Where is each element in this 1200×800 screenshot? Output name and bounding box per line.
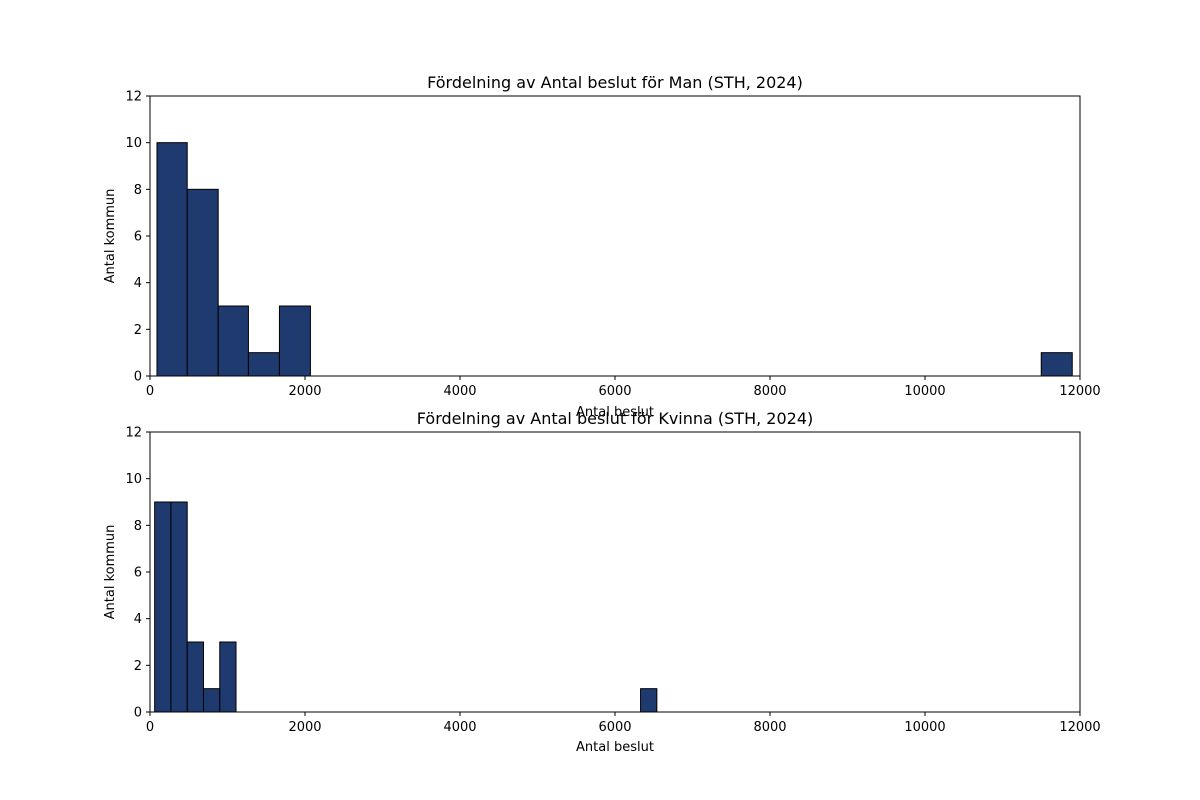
chart-title: Fördelning av Antal beslut för Kvinna (S… [417, 409, 813, 428]
y-tick-label: 6 [134, 230, 142, 245]
y-tick-label: 4 [134, 276, 142, 291]
x-axis-label: Antal beslut [576, 405, 654, 420]
y-tick-label: 10 [125, 136, 142, 151]
x-tick-label: 2000 [288, 720, 321, 735]
bar-group [154, 501, 658, 713]
x-tick-label: 12000 [1059, 384, 1100, 399]
histogram-bar [1040, 352, 1073, 377]
histogram-bar [186, 641, 204, 713]
y-tick-label: 8 [134, 183, 142, 198]
histogram-bar [640, 688, 658, 713]
y-tick-label: 2 [134, 323, 142, 338]
x-tick-label: 2000 [288, 384, 321, 399]
histogram-bar [247, 352, 280, 377]
histogram-panel-kvinna: Fördelning av Antal beslut för Kvinna (S… [103, 409, 1101, 755]
chart-title: Fördelning av Antal beslut för Man (STH,… [427, 73, 803, 92]
x-tick-label: 6000 [598, 720, 631, 735]
tick-group: 0 2000 4000 6000 8000 10000 12000 0 2 4 6 8 10 12 [125, 426, 1100, 736]
y-tick-label: 10 [125, 472, 142, 487]
x-tick-label: 8000 [753, 384, 786, 399]
y-axis-label: Antal kommun [103, 189, 118, 284]
tick-group: 0 2000 4000 6000 8000 10000 12000 0 2 4 6 8 10 12 [125, 90, 1100, 400]
histogram-bar [170, 501, 188, 713]
y-tick-label: 4 [134, 612, 142, 627]
y-tick-label: 12 [125, 426, 142, 441]
y-tick-label: 12 [125, 90, 142, 105]
x-tick-label: 12000 [1059, 720, 1100, 735]
histogram-panel-man: Fördelning av Antal beslut för Man (STH,… [103, 73, 1101, 420]
x-tick-label: 8000 [753, 720, 786, 735]
x-tick-label: 0 [146, 384, 154, 399]
histogram-bar [154, 501, 172, 713]
x-tick-label: 4000 [443, 720, 476, 735]
histogram-bar [219, 641, 237, 713]
bar-group [156, 142, 1073, 377]
histogram-bar [186, 188, 219, 377]
x-axis-label: Antal beslut [576, 740, 654, 755]
y-tick-label: 8 [134, 519, 142, 534]
x-tick-label: 10000 [904, 384, 945, 399]
y-axis-label: Antal kommun [103, 525, 118, 620]
y-tick-label: 0 [134, 370, 142, 385]
histogram-bar [156, 142, 188, 377]
axes-frame [149, 95, 1081, 377]
x-tick-label: 6000 [598, 384, 631, 399]
y-tick-label: 0 [134, 706, 142, 721]
x-tick-label: 0 [146, 720, 154, 735]
histogram-bar [217, 305, 249, 377]
x-tick-label: 4000 [443, 384, 476, 399]
axes-frame [149, 431, 1081, 713]
y-tick-label: 2 [134, 659, 142, 674]
histogram-bar [202, 688, 221, 713]
histogram-bar [278, 305, 311, 377]
y-tick-label: 6 [134, 566, 142, 581]
x-tick-label: 10000 [904, 720, 945, 735]
